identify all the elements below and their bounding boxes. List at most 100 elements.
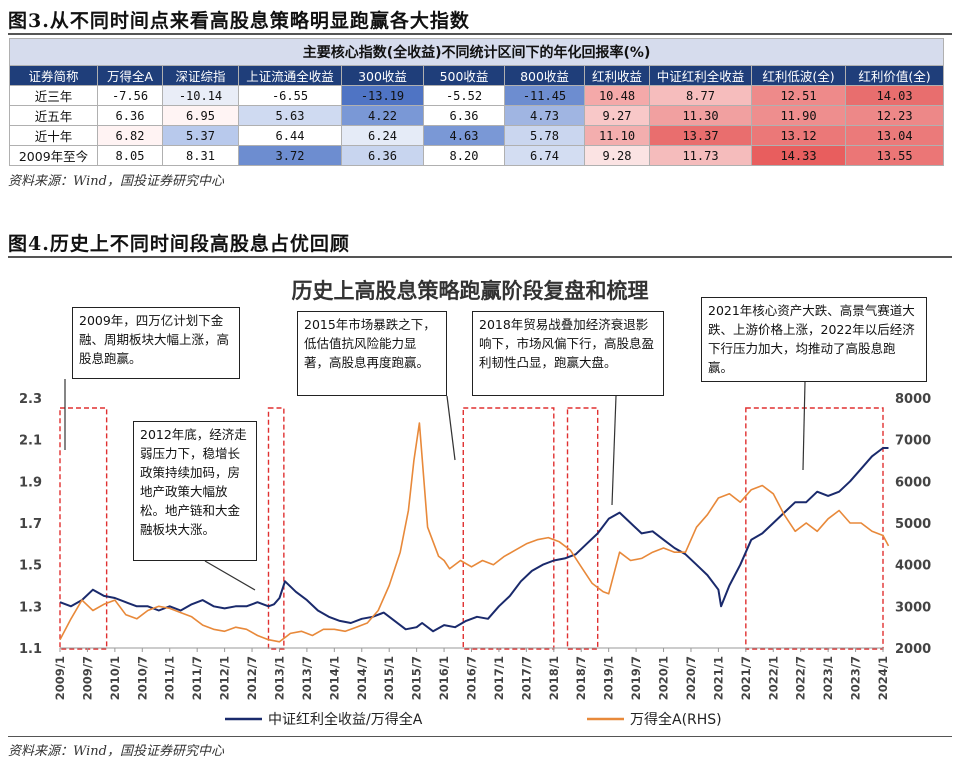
x-tick-label: 2018/7 xyxy=(574,656,588,700)
fig3-title-rule xyxy=(8,33,952,35)
x-tick-label: 2021/1 xyxy=(711,656,725,700)
x-tick-label: 2010/1 xyxy=(108,656,122,700)
table-header-cell: 红利收益 xyxy=(584,65,650,86)
table-cell: 4.63 xyxy=(423,125,505,146)
callout-pointer xyxy=(611,395,617,506)
highlight-box xyxy=(59,407,108,650)
x-tick-label: 2013/7 xyxy=(300,656,314,700)
table-cell: 14.33 xyxy=(751,145,846,166)
callout-pointer xyxy=(446,395,456,461)
fig4-title-rule xyxy=(8,256,952,258)
x-tick-label: 2017/7 xyxy=(519,656,533,700)
table-cell: 11.90 xyxy=(751,105,846,126)
x-tick-label: 2012/1 xyxy=(218,656,232,700)
table-cell: 13.37 xyxy=(649,125,752,146)
table-cell: 8.20 xyxy=(423,145,505,166)
table-cell: 6.36 xyxy=(97,105,163,126)
y-right-tick-label: 8000 xyxy=(895,392,931,407)
table-cell: 13.04 xyxy=(844,125,945,146)
table-header-row: 证券简称 万得全A 深证综指 上证流通全收益 300收益 500收益 800收益 红利收益 中证… xyxy=(9,65,945,86)
table-caption: 主要核心指数(全收益)不同统计区间下的年化回报率(%) xyxy=(8,38,945,66)
x-tick-label: 2022/7 xyxy=(794,656,808,700)
table-header-cell: 300收益 xyxy=(341,65,424,86)
table-header-cell: 红利价值(全) xyxy=(844,65,945,86)
table-cell: 6.44 xyxy=(238,125,342,146)
x-tick-label: 2020/7 xyxy=(684,656,698,700)
y-right-tick-label: 7000 xyxy=(895,434,931,449)
x-tick-label: 2023/7 xyxy=(849,656,863,700)
x-tick-label: 2012/7 xyxy=(245,656,259,700)
x-tick-label: 2016/1 xyxy=(437,656,451,700)
table-cell: 9.27 xyxy=(584,105,650,126)
table-cell: 13.55 xyxy=(844,145,945,166)
y-right-tick-label: 2000 xyxy=(895,642,931,657)
x-tick-label: 2014/7 xyxy=(355,656,369,700)
x-tick-label: 2019/7 xyxy=(629,656,643,700)
x-tick-label: 2018/1 xyxy=(547,656,561,700)
table-cell: 6.95 xyxy=(162,105,239,126)
callout-pointer xyxy=(802,381,806,471)
y-left-tick-label: 1.9 xyxy=(19,475,42,490)
row-label: 近十年 xyxy=(9,125,98,146)
table-cell: 5.63 xyxy=(238,105,342,126)
table-cell: 5.37 xyxy=(162,125,239,146)
x-tick-label: 2015/1 xyxy=(382,656,396,700)
table-cell: -11.45 xyxy=(504,85,585,106)
y-left-tick-label: 1.3 xyxy=(19,600,42,615)
y-left-tick-label: 2.1 xyxy=(19,434,42,449)
x-tick-label: 2009/7 xyxy=(80,656,94,700)
table-cell: -10.14 xyxy=(162,85,239,106)
table-cell: 8.31 xyxy=(162,145,239,166)
x-tick-label: 2016/7 xyxy=(465,656,479,700)
fig4-bottom-rule xyxy=(8,736,952,737)
table-cell: 11.10 xyxy=(584,125,650,146)
table-header-cell: 中证红利全收益 xyxy=(649,65,752,86)
table-cell: 13.12 xyxy=(751,125,846,146)
table-cell: 6.24 xyxy=(341,125,424,146)
fig3-source: 资料来源：Wind，国投证券研究中心 xyxy=(8,174,224,189)
x-tick-label: 2009/1 xyxy=(53,656,67,700)
table-header-cell: 上证流通全收益 xyxy=(238,65,342,86)
table-cell: 6.74 xyxy=(504,145,585,166)
table-header-cell: 证券简称 xyxy=(9,65,98,86)
highlight-box xyxy=(745,407,884,650)
row-label: 2009年至今 xyxy=(9,145,98,166)
row-label: 近五年 xyxy=(9,105,98,126)
table-cell: 4.22 xyxy=(341,105,424,126)
series-line-ratio xyxy=(59,447,889,633)
x-tick-label: 2024/1 xyxy=(876,656,890,700)
table-header-cell: 万得全A xyxy=(97,65,163,86)
x-tick-label: 2010/7 xyxy=(135,656,149,700)
table-cell: 11.73 xyxy=(649,145,752,166)
series-line-wind-a xyxy=(59,422,890,643)
table-cell: 6.82 xyxy=(97,125,163,146)
table-cell: -13.19 xyxy=(341,85,424,106)
x-tick-label: 2011/1 xyxy=(163,656,177,700)
table-cell: 14.03 xyxy=(844,85,945,106)
table-cell: 6.36 xyxy=(341,145,424,166)
callout-2012: 2012年底，经济走弱压力下，稳增长政策持续加码，房地产政策大幅放松。地产链和大… xyxy=(133,421,257,561)
x-tick-label: 2014/1 xyxy=(327,656,341,700)
y-left-tick-label: 1.7 xyxy=(19,517,42,532)
highlight-box xyxy=(566,407,599,650)
y-right-tick-label: 3000 xyxy=(895,600,931,615)
table-row: 近十年 6.82 5.37 6.44 6.24 4.63 5.78 11.10 13.37 13.… xyxy=(9,125,945,146)
x-tick-label: 2020/1 xyxy=(657,656,671,700)
callout-2015: 2015年市场暴跌之下，低估值抗风险能力显著，高股息再度跑赢。 xyxy=(297,311,447,396)
fig3-title: 图3.从不同时间点来看高股息策略明显跑赢各大指数 xyxy=(8,10,470,32)
legend-label-wind-a: 万得全A(RHS) xyxy=(630,711,722,728)
y-left-tick-label: 1.1 xyxy=(19,642,42,657)
table-cell: 6.36 xyxy=(423,105,505,126)
x-tick-label: 2022/1 xyxy=(766,656,780,700)
table-cell: -5.52 xyxy=(423,85,505,106)
callout-2021: 2021年核心资产大跌、高景气赛道大跌、上游价格上涨，2022年以后经济下行压力… xyxy=(701,297,927,382)
fig4-source: 资料来源：Wind，国投证券研究中心 xyxy=(8,744,224,759)
y-right-tick-label: 6000 xyxy=(895,475,931,490)
x-tick-label: 2011/7 xyxy=(190,656,204,700)
y-left-tick-label: 2.3 xyxy=(19,392,42,407)
y-right-tick-label: 5000 xyxy=(895,517,931,532)
table-cell: -7.56 xyxy=(97,85,163,106)
table-cell: -6.55 xyxy=(238,85,342,106)
table-row: 近三年 -7.56 -10.14 -6.55 -13.19 -5.52 -11.45 10.4… xyxy=(9,85,945,106)
table-cell: 10.48 xyxy=(584,85,650,106)
